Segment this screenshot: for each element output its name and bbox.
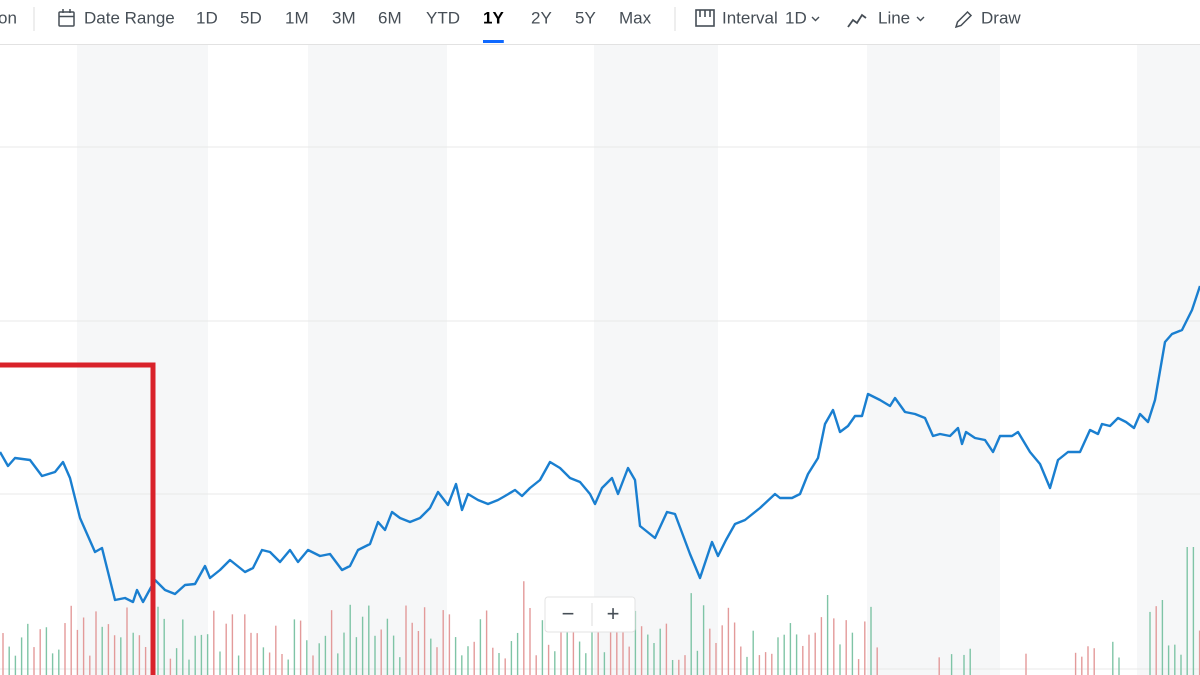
selected-underline	[483, 40, 504, 43]
calendar-icon	[58, 9, 75, 27]
interval-value[interactable]: 1D	[785, 8, 807, 27]
range-button[interactable]: 5D	[240, 8, 262, 27]
line-icon	[847, 13, 867, 28]
chart-type-button[interactable]: Line	[878, 8, 910, 27]
toolbar-bg	[0, 0, 1200, 44]
volume-bars	[2, 547, 1200, 675]
date-range-button[interactable]: Date Range	[84, 8, 175, 27]
range-button[interactable]: 1M	[285, 8, 309, 27]
shade-band	[77, 45, 208, 675]
draw-button[interactable]: Draw	[981, 8, 1021, 27]
range-button[interactable]: 2Y	[531, 8, 552, 27]
truncated-label[interactable]: on	[0, 8, 17, 27]
interval-icon	[695, 9, 715, 27]
zoom-out[interactable]: −	[562, 601, 575, 626]
toolbar: on Date Range Interval 1D Line Draw 1D 5D…	[0, 0, 1200, 45]
price-line	[0, 285, 1200, 604]
range-button[interactable]: 5Y	[575, 8, 596, 27]
red-annotation-box	[0, 362, 156, 675]
chevron	[811, 16, 820, 22]
range-button[interactable]: 1Y	[483, 8, 504, 27]
shade-band	[867, 45, 1000, 675]
zoom-controls: − +	[544, 596, 636, 633]
chart-background	[0, 45, 1200, 675]
range-button[interactable]: 3M	[332, 8, 356, 27]
zoom-in[interactable]: +	[607, 601, 620, 626]
shade-band	[1137, 45, 1200, 675]
range-button[interactable]: Max	[619, 8, 652, 27]
range-button[interactable]: YTD	[426, 8, 460, 27]
chevron	[916, 16, 925, 22]
interval-label[interactable]: Interval	[722, 8, 778, 27]
shade-band	[594, 45, 718, 675]
shade-band	[308, 45, 447, 675]
range-button[interactable]: 1D	[196, 8, 218, 27]
zoom-box	[544, 596, 636, 633]
pencil-icon	[954, 10, 973, 29]
range-button[interactable]: 6M	[378, 8, 402, 27]
